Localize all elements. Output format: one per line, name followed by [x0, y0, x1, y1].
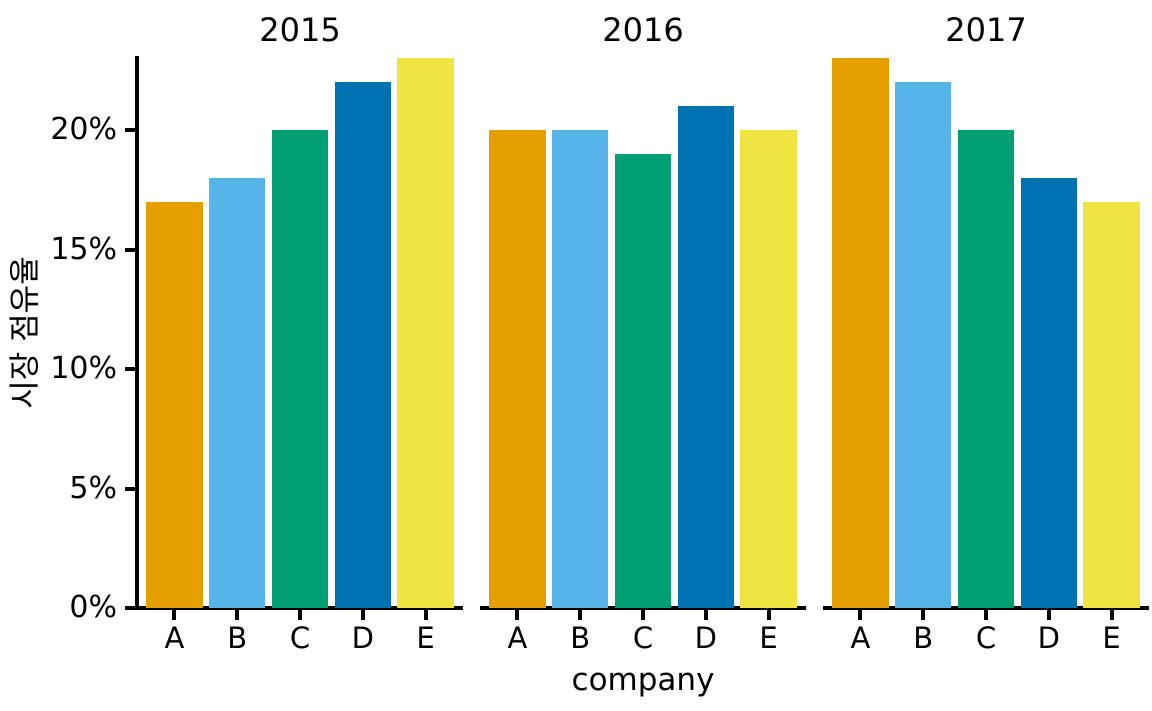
facet-title-2017: 2017 — [945, 11, 1027, 49]
x-tick-label-E: E — [1102, 621, 1121, 655]
x-tick-label-C: C — [289, 621, 311, 655]
x-axis-spine — [823, 606, 1149, 610]
y-tick-label-10%: 10% — [50, 351, 117, 387]
bar-slot-E: E — [394, 56, 457, 653]
bar-slot-E: E — [737, 56, 800, 653]
y-tick-mark — [125, 367, 135, 372]
y-axis-spine — [135, 56, 139, 610]
bar-2015-B — [208, 177, 266, 608]
bars-area: A B C D E — [823, 56, 1149, 653]
y-tick-label-15%: 15% — [50, 231, 117, 267]
x-tick-mark — [423, 610, 428, 620]
bar-2016-C — [614, 153, 672, 608]
x-tick-label-A: A — [850, 621, 871, 655]
x-tick-mark — [360, 610, 365, 620]
bar-slot-E: E — [1080, 56, 1143, 653]
x-tick-label-B: B — [227, 621, 248, 655]
y-tick-label-0%: 0% — [69, 590, 117, 625]
x-axis-label: company — [571, 662, 715, 698]
bar-slot-D: D — [674, 56, 737, 653]
x-tick-mark — [640, 610, 645, 620]
facet-panel-2017: 2017 A B C D E — [823, 14, 1149, 653]
y-tick-label-20%: 20% — [50, 112, 117, 148]
bar-2017-B — [894, 82, 952, 608]
bars-area: A B C D E — [480, 56, 806, 653]
facet-title-2015: 2015 — [259, 11, 341, 49]
x-tick-mark — [858, 610, 863, 620]
bar-2016-B — [551, 130, 609, 608]
x-tick-mark — [578, 610, 583, 620]
x-tick-label-E: E — [759, 621, 778, 655]
x-tick-label-A: A — [164, 621, 185, 655]
bar-2017-C — [957, 130, 1015, 608]
x-tick-label-C: C — [975, 621, 997, 655]
bar-2016-A — [489, 130, 546, 608]
bar-slot-C: C — [269, 56, 332, 653]
y-tick-mark — [125, 247, 135, 252]
bar-2015-A — [146, 201, 203, 608]
x-tick-label-C: C — [632, 621, 654, 655]
bars-area: A B C D E — [137, 56, 463, 653]
x-tick-mark — [297, 610, 302, 620]
bar-2016-D — [677, 106, 735, 608]
x-tick-mark — [703, 610, 708, 620]
bar-slot-A: A — [829, 56, 892, 653]
bar-2015-C — [271, 130, 329, 608]
bar-slot-A: A — [486, 56, 549, 653]
bar-2017-A — [832, 58, 889, 608]
bar-slot-C: C — [955, 56, 1018, 653]
y-tick-mark — [125, 486, 135, 491]
x-axis-spine — [137, 606, 463, 610]
x-tick-mark — [921, 610, 926, 620]
x-tick-label-D: D — [1037, 621, 1060, 655]
facet-panel-2015: 2015 A B C D E 0% 5% 10% 15% 20% — [50, 14, 463, 653]
bar-slot-D: D — [331, 56, 394, 653]
facet-title-2016: 2016 — [602, 11, 684, 49]
x-axis-spine — [480, 606, 806, 610]
bar-2017-D — [1020, 177, 1078, 608]
bar-slot-B: B — [206, 56, 269, 653]
y-tick-mark — [125, 606, 135, 610]
x-tick-mark — [1109, 610, 1114, 620]
x-tick-mark — [983, 610, 988, 620]
bar-2015-D — [334, 82, 392, 608]
y-axis-label: 시장 점유율 — [7, 256, 44, 409]
x-tick-label-B: B — [913, 621, 934, 655]
bar-2016-E — [740, 130, 797, 608]
bar-slot-B: B — [892, 56, 955, 653]
x-tick-label-A: A — [507, 621, 528, 655]
x-tick-label-E: E — [416, 621, 435, 655]
x-tick-mark — [515, 610, 520, 620]
bar-slot-A: A — [143, 56, 206, 653]
y-tick-label-5%: 5% — [69, 470, 117, 506]
y-tick-mark — [125, 128, 135, 133]
x-tick-mark — [172, 610, 177, 620]
x-tick-label-D: D — [694, 621, 717, 655]
x-tick-label-B: B — [570, 621, 591, 655]
x-tick-label-D: D — [351, 621, 374, 655]
bar-2015-E — [397, 58, 454, 608]
bar-slot-B: B — [549, 56, 612, 653]
bar-2017-E — [1083, 201, 1140, 608]
x-tick-mark — [1046, 610, 1051, 620]
facet-panel-2016: 2016 A B C D E — [480, 14, 806, 653]
x-tick-mark — [766, 610, 771, 620]
bar-slot-C: C — [612, 56, 675, 653]
x-tick-mark — [235, 610, 240, 620]
bar-slot-D: D — [1017, 56, 1080, 653]
